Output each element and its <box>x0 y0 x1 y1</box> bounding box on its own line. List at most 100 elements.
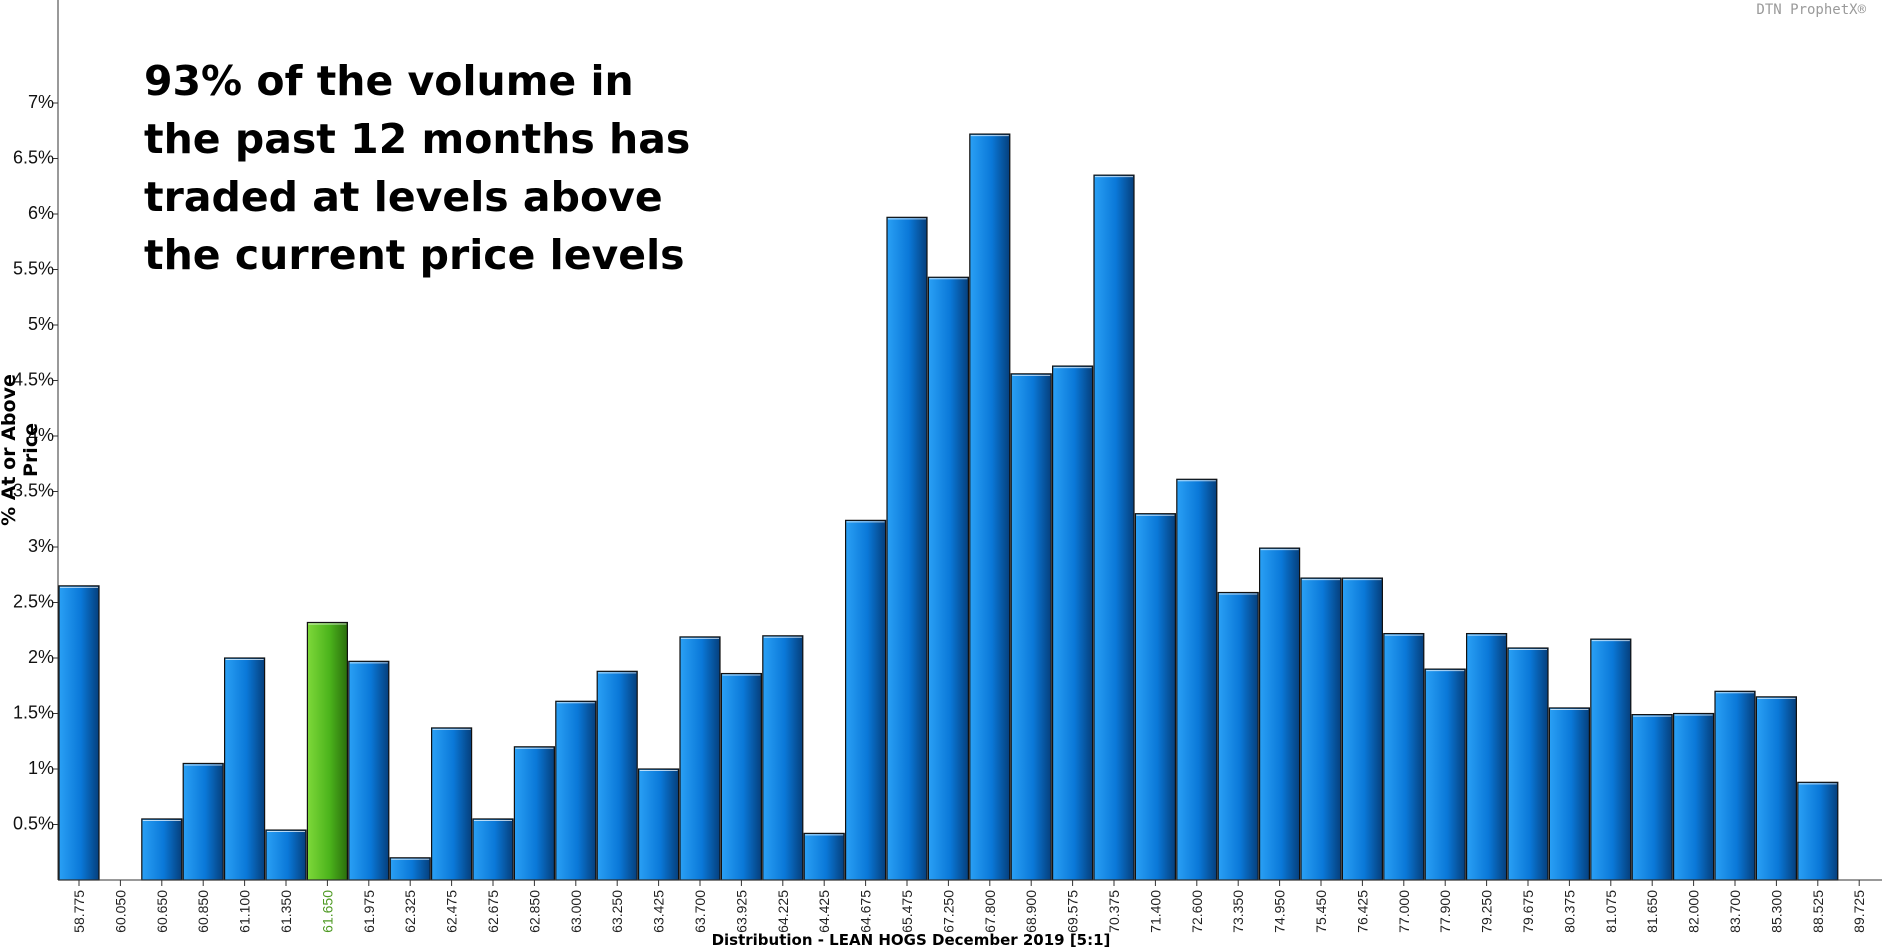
x-tick-label-70.375: 70.375 <box>1106 890 1122 933</box>
bar-71.400 <box>1134 513 1177 881</box>
bar-68.900 <box>1010 373 1052 881</box>
x-tick-label-61.650: 61.650 <box>319 890 335 933</box>
x-tick-label-63.925: 63.925 <box>733 890 749 933</box>
bar-64.675 <box>844 519 887 881</box>
bar-63.000 <box>555 700 597 881</box>
bar-62.475 <box>431 727 473 881</box>
y-tick-label: 6% <box>28 203 54 223</box>
bar-63.250 <box>596 670 638 881</box>
bar-61.100 <box>224 657 266 881</box>
bar-81.650 <box>1631 714 1673 881</box>
bar-64.225 <box>762 635 804 881</box>
bar-61.350 <box>265 829 307 881</box>
x-tick-label-77.000: 77.000 <box>1396 890 1412 933</box>
y-tick-label: 2% <box>28 647 54 667</box>
x-tick-label-75.450: 75.450 <box>1313 890 1329 933</box>
y-tick-label: 1.5% <box>13 703 54 723</box>
x-tick-label-62.675: 62.675 <box>485 890 501 933</box>
x-tick-label-60.050: 60.050 <box>112 890 128 933</box>
x-tick-label-62.325: 62.325 <box>402 890 418 933</box>
bar-73.350 <box>1217 591 1259 881</box>
bar-79.250 <box>1465 632 1508 881</box>
y-axis-title: % At or Above Price <box>0 374 42 526</box>
bar-58.775 <box>58 585 100 881</box>
x-tick-label-64.425: 64.425 <box>816 890 832 933</box>
y-tick-label: 0.5% <box>13 814 54 834</box>
bar-79.675 <box>1507 647 1549 881</box>
x-tick-label-58.775: 58.775 <box>71 890 87 933</box>
x-tick-label-81.075: 81.075 <box>1603 890 1619 933</box>
y-tick-label: 2.5% <box>13 592 54 612</box>
bar-62.850 <box>513 746 556 881</box>
bar-61.975 <box>348 660 390 881</box>
x-tick-label-83.700: 83.700 <box>1727 890 1743 933</box>
y-tick-label: 3% <box>28 536 54 556</box>
bar-69.575 <box>1051 365 1094 881</box>
x-tick-label-79.675: 79.675 <box>1520 890 1536 933</box>
bar-63.700 <box>679 636 721 881</box>
bar-63.925 <box>720 672 763 881</box>
bar-67.800 <box>969 133 1011 881</box>
y-tick-label: 5.5% <box>13 259 54 279</box>
x-tick-label-73.350: 73.350 <box>1230 890 1246 933</box>
x-tick-label-67.250: 67.250 <box>940 890 956 933</box>
x-tick-label-88.525: 88.525 <box>1810 890 1826 933</box>
bar-60.850 <box>182 762 224 881</box>
bar-76.425 <box>1341 577 1384 881</box>
x-tick-label-79.250: 79.250 <box>1479 890 1495 933</box>
x-tick-label-82.000: 82.000 <box>1686 890 1702 933</box>
x-tick-label-61.975: 61.975 <box>361 890 377 933</box>
x-tick-label-67.800: 67.800 <box>982 890 998 933</box>
y-tick-label: 3.5% <box>13 481 54 501</box>
x-tick-label-60.850: 60.850 <box>195 890 211 933</box>
bar-60.650 <box>141 818 183 881</box>
x-tick-label-62.850: 62.850 <box>526 890 542 933</box>
x-tick-label-69.575: 69.575 <box>1065 890 1081 933</box>
x-tick-label-65.475: 65.475 <box>899 890 915 933</box>
x-tick-label-63.700: 63.700 <box>692 890 708 933</box>
y-tick-label: 5% <box>28 314 54 334</box>
bar-85.300 <box>1755 696 1798 881</box>
bar-77.900 <box>1424 668 1466 881</box>
x-tick-label-81.650: 81.650 <box>1644 890 1660 933</box>
x-tick-label-68.900: 68.900 <box>1023 890 1039 933</box>
bar-77.000 <box>1383 632 1425 881</box>
bar-80.375 <box>1548 707 1591 881</box>
bar-74.950 <box>1258 547 1301 881</box>
x-tick-label-74.950: 74.950 <box>1272 890 1288 933</box>
bar-75.450 <box>1300 577 1342 881</box>
annotation-text: 93% of the volume in the past 12 months … <box>144 57 691 279</box>
x-tick-label-60.650: 60.650 <box>154 890 170 933</box>
watermark: DTN ProphetX® <box>1756 2 1866 18</box>
bar-72.600 <box>1176 478 1218 881</box>
bar-70.375 <box>1093 174 1135 881</box>
x-tick-label-62.475: 62.475 <box>444 890 460 933</box>
x-tick-label-89.725: 89.725 <box>1851 890 1867 933</box>
x-tick-label-76.425: 76.425 <box>1354 890 1370 933</box>
x-tick-label-64.675: 64.675 <box>858 890 874 933</box>
y-tick-label: 6.5% <box>13 148 54 168</box>
x-tick-label-72.600: 72.600 <box>1189 890 1205 933</box>
x-tick-label-77.900: 77.900 <box>1437 890 1453 933</box>
bar-62.325 <box>389 857 431 881</box>
bar-64.425 <box>803 832 845 881</box>
bar-82.000 <box>1672 712 1715 881</box>
y-tick-label: 4% <box>28 425 54 445</box>
bar-83.700 <box>1714 690 1756 881</box>
bar-65.475 <box>886 216 928 881</box>
bar-62.675 <box>472 818 514 881</box>
x-tick-label-80.375: 80.375 <box>1561 890 1577 933</box>
x-axis-title: Distribution - LEAN HOGS December 2019 [… <box>711 931 1111 949</box>
bar-81.075 <box>1590 638 1632 881</box>
x-tick-label-63.425: 63.425 <box>651 890 667 933</box>
x-tick-label-63.000: 63.000 <box>568 890 584 933</box>
x-tick-label-61.100: 61.100 <box>237 890 253 933</box>
bar-67.250 <box>927 276 970 881</box>
y-tick-label: 1% <box>28 758 54 778</box>
x-tick-label-71.400: 71.400 <box>1147 890 1163 933</box>
x-tick-label-63.250: 63.250 <box>609 890 625 933</box>
x-tick-label-61.350: 61.350 <box>278 890 294 933</box>
bar-88.525 <box>1797 781 1839 881</box>
x-tick-label-85.300: 85.300 <box>1768 890 1784 933</box>
